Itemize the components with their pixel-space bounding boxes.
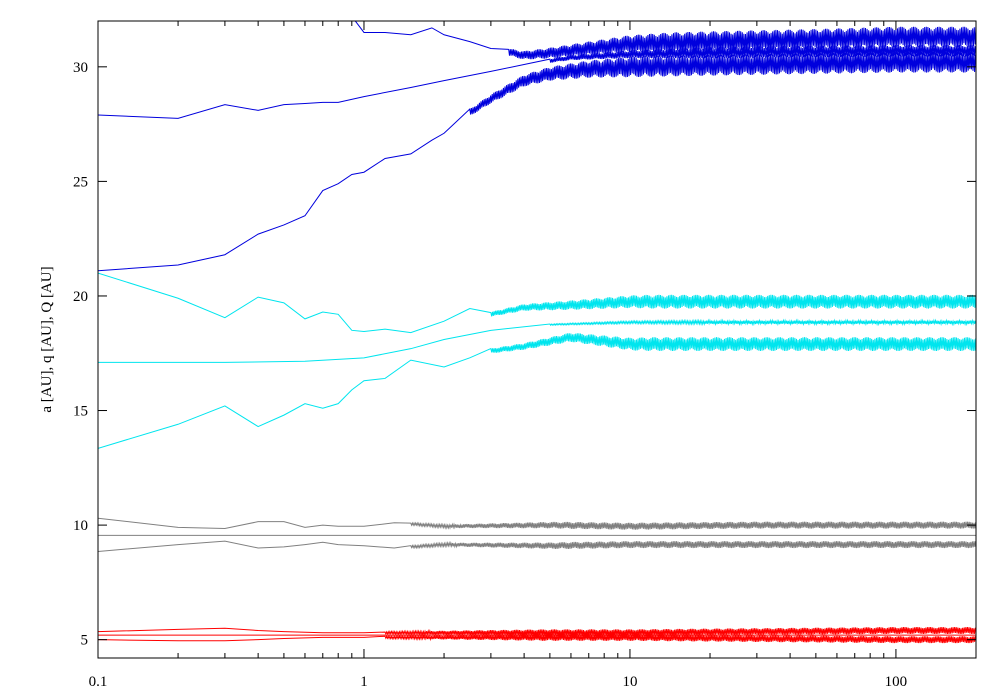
axis-ticks [97, 21, 976, 658]
series-gray-Q [98, 517, 976, 530]
series-cyan-Q [98, 272, 976, 334]
x-tick-label: 0.1 [89, 674, 108, 690]
series-cyan-q [98, 333, 976, 449]
series-blue-a [98, 45, 976, 119]
y-tick-label: 15 [73, 404, 88, 420]
series-cyan-a [98, 318, 976, 363]
series-gray-q [98, 540, 976, 552]
series-blue-q [98, 51, 976, 272]
x-tick-label: 1 [360, 674, 368, 690]
y-tick-label: 30 [73, 60, 88, 76]
x-tick-label: 10 [622, 674, 637, 690]
y-axis-label: a [AU], q [AU], Q [AU] [39, 266, 55, 412]
axis-tick-labels: 0.1 1 10 100 5 10 15 20 25 30 [73, 60, 907, 690]
plot-frame [97, 20, 977, 659]
series-blue-Q [330, 21, 976, 60]
y-tick-label: 10 [73, 518, 88, 534]
y-tick-label: 5 [81, 633, 89, 649]
x-tick-label: 100 [885, 674, 908, 690]
data-series-group [98, 21, 976, 644]
series-red-q [98, 633, 976, 644]
series-red-Q [98, 626, 976, 637]
y-tick-label: 25 [73, 174, 88, 190]
y-tick-label: 20 [73, 289, 88, 305]
